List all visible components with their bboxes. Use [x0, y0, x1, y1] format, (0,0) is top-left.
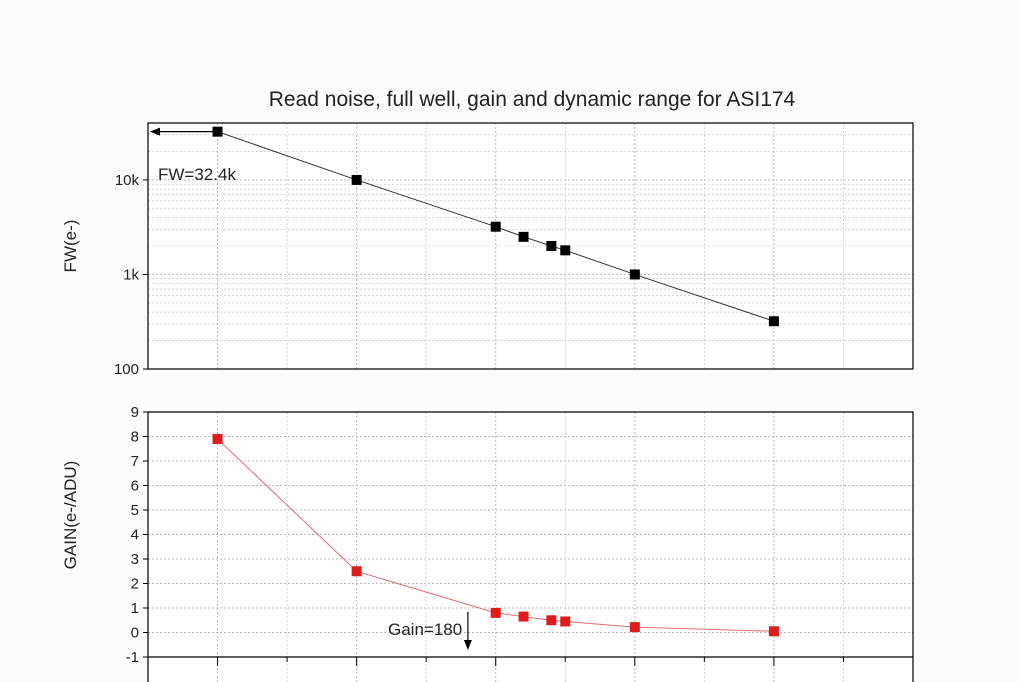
fw-data-point: [629, 269, 640, 280]
fw-y-ticks: 100 1k 10k: [114, 172, 148, 378]
gain-data-point: [518, 611, 529, 622]
fw-plot-frame: [147, 122, 914, 370]
gain-y-axis-label: GAIN(e-/ADU): [61, 461, 80, 570]
gain-y-tick-label: 6: [131, 478, 139, 495]
fw-data-point: [351, 174, 362, 185]
fw-y-axis-label: FW(e-): [61, 220, 80, 273]
gain-annotation-arrowhead: [463, 640, 472, 650]
gain-series-line: [217, 438, 774, 632]
gain-y-tick-label: 0: [131, 625, 139, 642]
gain-y-tick-label: 2: [131, 576, 139, 593]
chart-title: Read noise, full well, gain and dynamic …: [269, 88, 796, 111]
fw-grid: [148, 123, 913, 369]
fw-data-point: [518, 231, 529, 242]
fw-data-point: [560, 245, 571, 256]
gain-y-tick-label: 9: [131, 404, 139, 421]
gain-data-point: [490, 607, 501, 618]
fw-series-line: [217, 131, 775, 322]
gain-data-point: [768, 626, 779, 637]
gain-data-point: [560, 616, 571, 627]
fw-y-tick-label: 10k: [115, 172, 140, 189]
fw-data-point: [212, 126, 223, 137]
gain-y-tick-label: -1: [126, 649, 139, 666]
gain-y-tick-label: 1: [131, 600, 139, 617]
fw-y-tick-label: 100: [114, 361, 139, 378]
gain-y-tick-label: 8: [131, 429, 139, 446]
gain-y-tick-label: 3: [131, 551, 139, 568]
fw-data-point: [546, 241, 557, 251]
fw-series: [150, 126, 779, 327]
gain-plot-frame: [147, 411, 914, 682]
gain-data-point: [629, 622, 640, 633]
gain-y-tick-label: 5: [131, 502, 139, 519]
fw-data-point: [490, 221, 501, 232]
fw-annotation: FW=32.4k: [158, 165, 236, 184]
gain-y-tick-label: 4: [131, 527, 139, 544]
gain-data-point: [212, 433, 223, 444]
gain-data-point: [546, 615, 557, 626]
fw-panel: 100 1k 10k FW(e-) FW=32.4k: [61, 122, 914, 378]
fw-data-point: [768, 316, 779, 327]
gain-y-tick-label: 7: [131, 453, 139, 470]
fw-y-tick-label: 1k: [123, 266, 139, 283]
gain-data-point: [351, 566, 362, 577]
fw-annotation-arrowhead: [150, 127, 160, 136]
gain-y-ticks: -1 0 1 2 3 4 5 6 7 8 9: [126, 404, 844, 666]
gain-series: [212, 433, 779, 650]
gain-grid: [148, 412, 913, 682]
gain-panel: -1 0 1 2 3 4 5 6 7 8 9 GAIN(e-/ADU) Gain=180: [61, 404, 914, 682]
gain-annotation: Gain=180: [388, 620, 462, 639]
